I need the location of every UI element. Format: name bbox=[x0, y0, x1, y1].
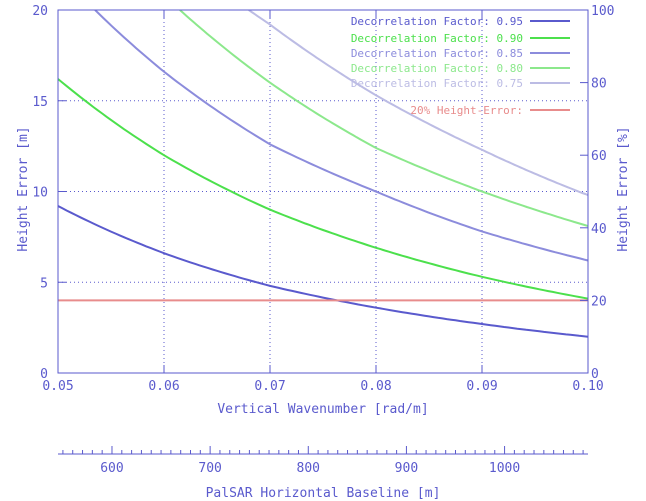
legend-label: Decorrelation Factor: 0.85 bbox=[351, 47, 523, 60]
baseline-tick-label: 800 bbox=[297, 461, 320, 476]
secondary-baseline-axis: 600 700 800 900 1000 bbox=[58, 446, 588, 476]
secondary-axis-title: PalSAR Horizontal Baseline [m] bbox=[206, 486, 441, 501]
x-tick-label: 0.10 bbox=[572, 379, 603, 394]
legend-label: Decorrelation Factor: 0.75 bbox=[351, 77, 523, 90]
legend: Decorrelation Factor: 0.95 Decorrelation … bbox=[351, 15, 570, 117]
y2-axis-title: Height Error [%] bbox=[616, 126, 631, 251]
series-lines bbox=[58, 10, 588, 338]
y-tick-label: 5 bbox=[40, 276, 48, 291]
baseline-tick-label: 600 bbox=[100, 461, 123, 476]
baseline-tick-label: 1000 bbox=[489, 461, 520, 476]
legend-label: Decorrelation Factor: 0.95 bbox=[351, 15, 523, 28]
y-tick-label: 15 bbox=[32, 95, 48, 110]
y2-tick-label: 40 bbox=[591, 222, 607, 237]
legend-label: Decorrelation Factor: 0.80 bbox=[351, 62, 523, 75]
y2-tick-label: 20 bbox=[591, 294, 607, 309]
y2-tick-label: 80 bbox=[591, 77, 607, 92]
x-tick-label: 0.07 bbox=[254, 379, 285, 394]
legend-label: 20% Height-Error: bbox=[410, 104, 523, 117]
x-tick-label: 0.05 bbox=[42, 379, 73, 394]
series-line bbox=[94, 10, 588, 262]
legend-label: Decorrelation Factor: 0.90 bbox=[351, 32, 523, 45]
baseline-tick-label: 900 bbox=[395, 461, 418, 476]
x-tick-label: 0.08 bbox=[360, 379, 391, 394]
baseline-tick-label: 700 bbox=[198, 461, 221, 476]
y-axis-title: Height Error [m] bbox=[16, 126, 31, 251]
series-line bbox=[58, 78, 588, 300]
y-tick-label: 0 bbox=[40, 367, 48, 382]
y2-tick-label: 100 bbox=[591, 4, 614, 19]
axis-ticks: 0.05 0.06 0.07 0.08 0.09 0.100510152002040608… bbox=[32, 4, 614, 394]
series-line bbox=[248, 10, 588, 197]
y-tick-label: 20 bbox=[32, 4, 48, 19]
x-axis-title: Vertical Wavenumber [rad/m] bbox=[217, 402, 428, 417]
series-line bbox=[58, 205, 588, 338]
x-tick-label: 0.09 bbox=[466, 379, 497, 394]
series-line bbox=[179, 10, 588, 227]
y2-tick-label: 0 bbox=[591, 367, 599, 382]
y2-tick-label: 60 bbox=[591, 149, 607, 164]
x-tick-label: 0.06 bbox=[148, 379, 179, 394]
y-tick-label: 10 bbox=[32, 186, 48, 201]
